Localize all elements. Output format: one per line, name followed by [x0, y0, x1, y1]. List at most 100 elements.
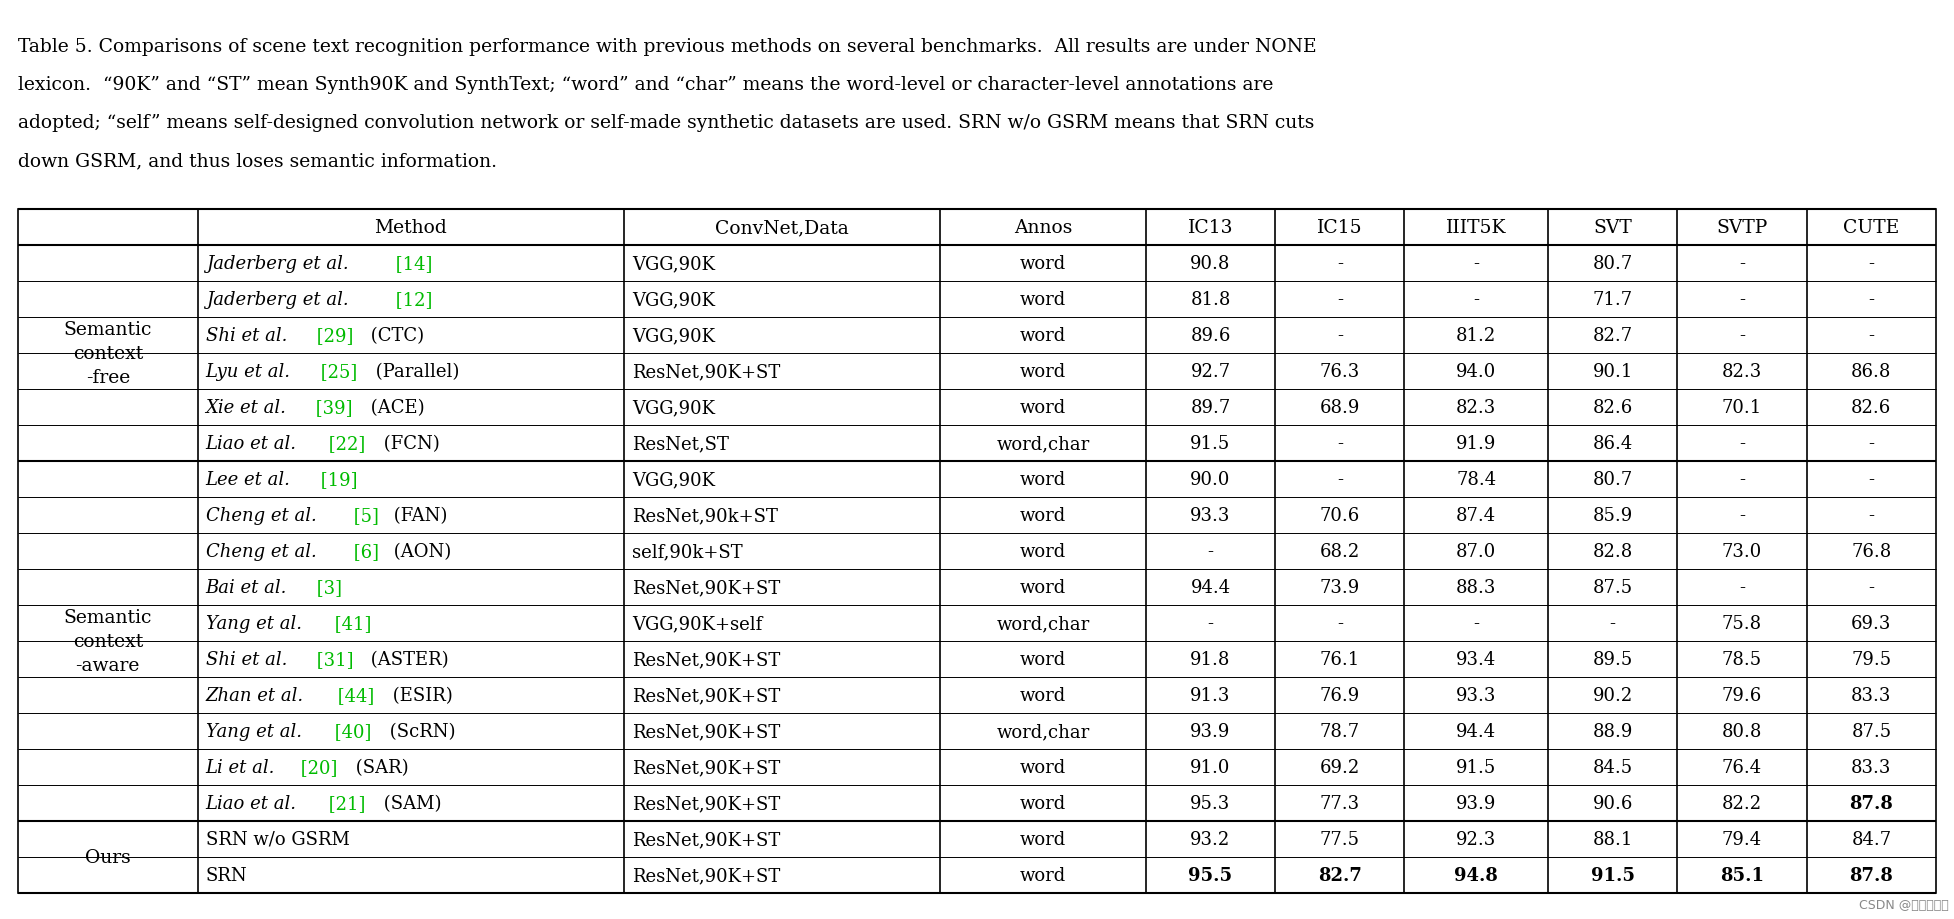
Text: 82.3: 82.3: [1456, 399, 1497, 416]
Text: [20]: [20]: [295, 758, 338, 777]
Text: -: -: [1337, 255, 1342, 273]
Text: -: -: [1473, 290, 1479, 309]
Text: -: -: [1739, 578, 1745, 596]
Bar: [18, 210, 1936, 893]
Text: 77.3: 77.3: [1319, 794, 1360, 812]
Text: (ESIR): (ESIR): [387, 686, 453, 704]
Text: -: -: [1868, 326, 1874, 345]
Text: ResNet,90K+ST: ResNet,90K+ST: [631, 686, 780, 704]
Text: self,90k+ST: self,90k+ST: [631, 542, 743, 561]
Text: ConvNet,Data: ConvNet,Data: [715, 219, 848, 237]
Text: 92.3: 92.3: [1456, 830, 1497, 848]
Text: 95.3: 95.3: [1190, 794, 1231, 812]
Text: VGG,90K: VGG,90K: [631, 399, 715, 416]
Text: word,char: word,char: [997, 722, 1090, 740]
Text: 91.5: 91.5: [1190, 435, 1231, 452]
Text: 68.9: 68.9: [1319, 399, 1360, 416]
Text: 80.7: 80.7: [1593, 255, 1634, 273]
Text: (SAR): (SAR): [350, 758, 408, 777]
Text: (ACE): (ACE): [365, 399, 424, 416]
Text: Semantic
context
-aware: Semantic context -aware: [64, 608, 152, 674]
Text: -: -: [1337, 290, 1342, 309]
Text: -: -: [1739, 435, 1745, 452]
Text: 94.4: 94.4: [1190, 578, 1231, 596]
Text: word: word: [1020, 363, 1067, 380]
Text: -: -: [1739, 471, 1745, 489]
Text: (SAM): (SAM): [377, 794, 442, 812]
Text: word: word: [1020, 471, 1067, 489]
Text: [31]: [31]: [311, 651, 354, 668]
Text: 78.7: 78.7: [1319, 722, 1360, 740]
Text: 78.4: 78.4: [1456, 471, 1497, 489]
Text: CUTE: CUTE: [1843, 219, 1899, 237]
Text: -: -: [1337, 614, 1342, 632]
Text: Yang et al.: Yang et al.: [205, 614, 301, 632]
Text: 82.7: 82.7: [1593, 326, 1634, 345]
Text: ResNet,90K+ST: ResNet,90K+ST: [631, 651, 780, 668]
Text: 89.5: 89.5: [1593, 651, 1634, 668]
Text: 76.3: 76.3: [1319, 363, 1360, 380]
Text: 86.4: 86.4: [1593, 435, 1634, 452]
Text: word: word: [1020, 399, 1067, 416]
Text: -: -: [1868, 435, 1874, 452]
Text: [22]: [22]: [322, 435, 365, 452]
Text: [14]: [14]: [389, 255, 432, 273]
Text: Annos: Annos: [1014, 219, 1073, 237]
Text: [41]: [41]: [330, 614, 371, 632]
Text: Lee et al.: Lee et al.: [205, 471, 291, 489]
Text: word: word: [1020, 758, 1067, 777]
Text: (FCN): (FCN): [377, 435, 440, 452]
Text: word,char: word,char: [997, 435, 1090, 452]
Text: 92.7: 92.7: [1190, 363, 1231, 380]
Text: 91.5: 91.5: [1591, 866, 1635, 884]
Text: ResNet,90K+ST: ResNet,90K+ST: [631, 830, 780, 848]
Text: -: -: [1739, 506, 1745, 525]
Text: IC13: IC13: [1188, 219, 1233, 237]
Text: -: -: [1610, 614, 1616, 632]
Text: 82.6: 82.6: [1593, 399, 1634, 416]
Text: [19]: [19]: [315, 471, 358, 489]
Text: -: -: [1208, 542, 1213, 561]
Text: -: -: [1337, 435, 1342, 452]
Text: ResNet,90k+ST: ResNet,90k+ST: [631, 506, 778, 525]
Text: 70.6: 70.6: [1319, 506, 1360, 525]
Text: ResNet,90K+ST: ResNet,90K+ST: [631, 363, 780, 380]
Text: down GSRM, and thus loses semantic information.: down GSRM, and thus loses semantic infor…: [18, 152, 496, 170]
Text: 75.8: 75.8: [1721, 614, 1763, 632]
Text: SVTP: SVTP: [1716, 219, 1768, 237]
Text: Semantic
context
-free: Semantic context -free: [64, 321, 152, 386]
Text: 87.4: 87.4: [1456, 506, 1497, 525]
Text: Jaderberg et al.: Jaderberg et al.: [205, 290, 348, 309]
Text: 91.5: 91.5: [1456, 758, 1497, 777]
Text: 90.1: 90.1: [1593, 363, 1634, 380]
Text: 82.2: 82.2: [1721, 794, 1763, 812]
Text: 84.7: 84.7: [1850, 830, 1891, 848]
Text: 71.7: 71.7: [1593, 290, 1634, 309]
Text: 76.4: 76.4: [1721, 758, 1763, 777]
Text: 70.1: 70.1: [1721, 399, 1763, 416]
Text: -: -: [1739, 326, 1745, 345]
Text: [40]: [40]: [330, 722, 371, 740]
Text: 77.5: 77.5: [1319, 830, 1360, 848]
Text: 82.7: 82.7: [1317, 866, 1362, 884]
Text: word: word: [1020, 255, 1067, 273]
Text: 79.6: 79.6: [1721, 686, 1763, 704]
Text: 91.8: 91.8: [1190, 651, 1231, 668]
Text: 93.2: 93.2: [1190, 830, 1231, 848]
Text: [12]: [12]: [389, 290, 432, 309]
Text: 87.5: 87.5: [1593, 578, 1634, 596]
Text: Ours: Ours: [84, 848, 131, 866]
Text: [44]: [44]: [332, 686, 375, 704]
Text: ResNet,90K+ST: ResNet,90K+ST: [631, 794, 780, 812]
Text: 85.1: 85.1: [1720, 866, 1764, 884]
Text: 81.2: 81.2: [1456, 326, 1497, 345]
Text: 93.4: 93.4: [1456, 651, 1497, 668]
Text: Cheng et al.: Cheng et al.: [205, 542, 317, 561]
Text: -: -: [1337, 326, 1342, 345]
Text: 85.9: 85.9: [1593, 506, 1634, 525]
Text: VGG,90K: VGG,90K: [631, 290, 715, 309]
Text: [21]: [21]: [322, 794, 365, 812]
Text: SRN w/o GSRM: SRN w/o GSRM: [205, 830, 350, 848]
Text: 83.3: 83.3: [1850, 758, 1891, 777]
Text: Zhan et al.: Zhan et al.: [205, 686, 303, 704]
